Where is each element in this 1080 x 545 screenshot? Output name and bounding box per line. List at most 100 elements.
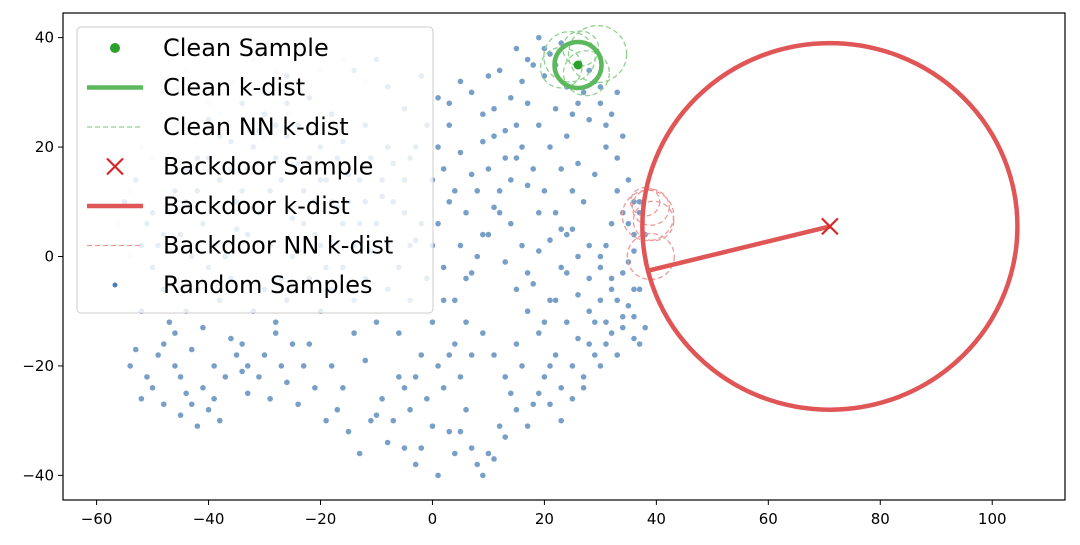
random-sample-point xyxy=(323,417,329,424)
random-sample-point xyxy=(558,40,565,46)
random-sample-point xyxy=(619,324,626,331)
random-sample-point xyxy=(580,374,587,380)
random-sample-point xyxy=(552,105,559,112)
random-sample-point xyxy=(631,198,637,205)
random-sample-point xyxy=(530,166,537,172)
random-sample-point xyxy=(373,412,380,418)
random-sample-point xyxy=(457,149,464,156)
random-sample-point xyxy=(412,461,419,468)
y-tick-label: 40 xyxy=(35,29,54,47)
random-sample-point xyxy=(491,133,497,139)
x-tick-label: 20 xyxy=(535,510,554,528)
random-sample-point xyxy=(524,100,531,107)
random-sample-point xyxy=(631,248,637,254)
random-sample-point xyxy=(211,363,217,369)
random-sample-point xyxy=(300,363,307,369)
random-sample-point xyxy=(552,209,559,216)
random-sample-point xyxy=(396,374,402,380)
random-sample-point xyxy=(188,346,195,353)
random-sample-point xyxy=(457,242,464,249)
backdoor-k-dist-radius-line xyxy=(647,224,831,273)
random-sample-point xyxy=(536,390,542,397)
random-sample-point xyxy=(351,330,357,336)
random-sample-point xyxy=(384,439,391,446)
clean-k-dist-circle xyxy=(552,39,604,91)
random-sample-point xyxy=(244,390,251,397)
random-sample-point xyxy=(597,363,604,369)
random-sample-point xyxy=(485,450,492,457)
random-sample-point xyxy=(608,220,615,227)
random-sample-point xyxy=(463,209,469,216)
random-sample-point xyxy=(536,330,542,336)
random-sample-point xyxy=(200,324,206,331)
backdoor-k-dist-circle xyxy=(640,40,1020,412)
random-sample-point xyxy=(446,198,453,205)
random-sample-point xyxy=(608,111,615,118)
random-sample-point xyxy=(289,341,296,347)
random-sample-point xyxy=(205,406,212,413)
x-tick-label: −20 xyxy=(305,510,337,528)
random-sample-point xyxy=(480,472,486,479)
random-sample-point xyxy=(463,406,469,413)
random-sample-point xyxy=(636,198,643,205)
random-sample-point xyxy=(631,286,637,293)
random-sample-point xyxy=(502,374,509,380)
random-sample-point xyxy=(485,73,492,79)
random-sample-point xyxy=(485,231,492,238)
legend-entry-label: Clean k-dist xyxy=(163,74,305,102)
random-sample-point xyxy=(491,456,497,462)
random-sample-point xyxy=(580,385,587,391)
random-sample-point xyxy=(502,259,509,265)
random-sample-point xyxy=(547,297,553,304)
random-sample-point xyxy=(508,390,514,397)
random-sample-point xyxy=(547,363,553,369)
random-sample-point xyxy=(563,319,570,325)
random-sample-point xyxy=(452,341,458,347)
random-sample-point xyxy=(278,363,285,369)
random-sample-point xyxy=(446,122,453,128)
x-tick-label: 60 xyxy=(759,510,778,528)
random-sample-point xyxy=(362,357,369,364)
random-sample-point xyxy=(480,330,486,336)
random-sample-point xyxy=(468,270,475,276)
clean-nn-k-dist-circle xyxy=(562,50,610,97)
random-sample-point xyxy=(345,428,352,435)
random-sample-point xyxy=(440,264,447,271)
random-sample-point xyxy=(625,302,632,309)
random-sample-point xyxy=(356,450,363,457)
y-tick-label: 0 xyxy=(44,248,54,266)
random-sample-point xyxy=(519,363,525,369)
random-sample-point xyxy=(536,122,542,128)
legend-entry-label: Random Samples xyxy=(163,271,372,299)
random-sample-point xyxy=(418,445,425,451)
clean-nn-k-dist-circle xyxy=(539,46,583,89)
random-sample-point xyxy=(228,335,234,342)
random-sample-point xyxy=(177,412,184,418)
random-sample-point xyxy=(597,84,604,90)
clean-sample-marker xyxy=(573,60,583,70)
random-sample-point xyxy=(272,330,279,336)
legend-entry-label: Backdoor NN k-dist xyxy=(163,232,393,260)
legend-random-samples-marker xyxy=(112,282,118,288)
x-tick-label: 100 xyxy=(978,510,1007,528)
random-sample-point xyxy=(619,313,626,320)
random-sample-point xyxy=(536,209,542,216)
random-sample-point xyxy=(463,275,469,282)
random-sample-point xyxy=(636,286,643,293)
random-sample-point xyxy=(608,286,615,293)
random-sample-point xyxy=(586,116,592,123)
random-sample-point xyxy=(216,417,223,424)
random-sample-point xyxy=(558,264,565,271)
legend-entry-label: Backdoor k-dist xyxy=(163,192,350,220)
random-sample-point xyxy=(272,319,279,325)
random-sample-point xyxy=(127,363,133,369)
backdoor-nn-k-dist-circle xyxy=(621,189,675,242)
random-sample-point xyxy=(373,319,380,325)
random-sample-point xyxy=(418,352,425,358)
random-sample-point xyxy=(552,352,559,358)
random-sample-point xyxy=(284,379,290,386)
random-sample-point xyxy=(256,374,262,380)
random-sample-point xyxy=(160,401,167,408)
random-sample-point xyxy=(575,335,581,342)
random-sample-point xyxy=(563,133,570,139)
